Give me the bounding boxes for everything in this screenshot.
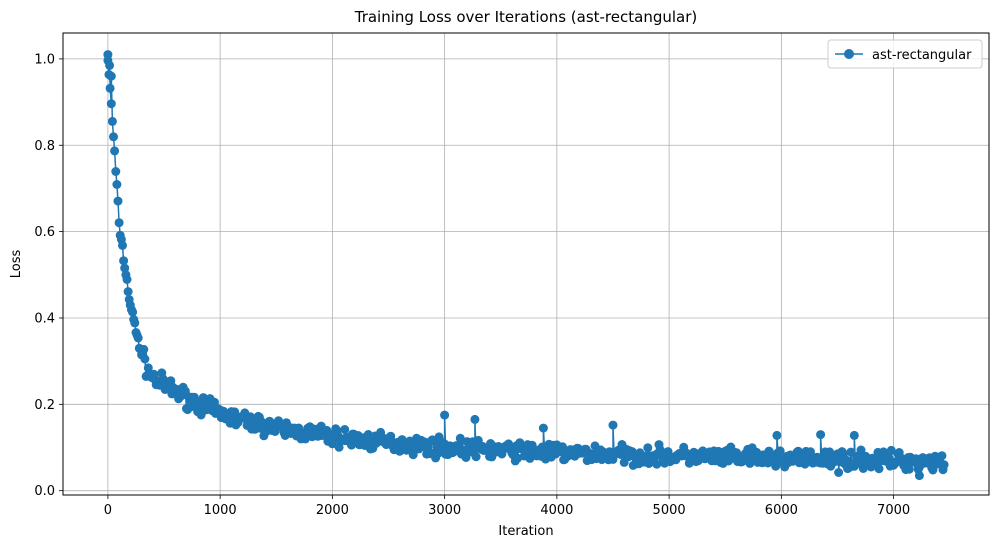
data-point xyxy=(106,99,116,109)
data-point xyxy=(105,60,115,70)
data-point xyxy=(113,196,123,206)
data-point xyxy=(939,460,949,470)
data-point xyxy=(270,427,280,436)
series-layer xyxy=(103,50,949,481)
x-tick-label: 2000 xyxy=(316,503,349,518)
data-point xyxy=(118,240,127,250)
data-point xyxy=(119,256,129,266)
x-tick-label: 0 xyxy=(104,503,112,518)
data-point xyxy=(128,307,138,317)
data-point xyxy=(886,445,896,455)
chart-title: Training Loss over Iterations (ast-recta… xyxy=(354,8,698,26)
y-axis-ticks: 0.0 0.2 0.4 0.6 0.8 1.0 xyxy=(34,52,63,499)
x-tick-label: 3000 xyxy=(428,503,461,518)
x-tick-label: 4000 xyxy=(540,503,573,518)
data-point xyxy=(122,275,132,284)
data-point xyxy=(914,471,924,481)
data-point xyxy=(120,263,130,273)
y-tick-label: 0.8 xyxy=(34,139,55,154)
data-point xyxy=(816,430,826,440)
data-point xyxy=(608,420,618,430)
data-point xyxy=(455,433,465,443)
x-tick-label: 7000 xyxy=(877,503,910,518)
y-tick-label: 0.0 xyxy=(34,484,55,499)
data-point xyxy=(849,430,859,440)
data-point xyxy=(103,50,113,60)
data-point xyxy=(856,445,866,455)
y-tick-label: 0.6 xyxy=(34,225,55,240)
x-axis-label: Iteration xyxy=(498,524,553,539)
data-point xyxy=(140,354,150,364)
data-point xyxy=(109,132,118,142)
data-point xyxy=(806,447,815,457)
data-point xyxy=(114,218,124,228)
grid-lines xyxy=(63,33,989,495)
data-point xyxy=(643,443,653,453)
plot-frame xyxy=(62,32,990,496)
x-tick-label: 1000 xyxy=(204,503,237,518)
data-point xyxy=(846,447,856,457)
data-point xyxy=(111,167,121,176)
y-axis-label: Loss xyxy=(9,250,24,279)
data-point xyxy=(105,83,115,93)
data-point xyxy=(133,333,143,343)
data-point xyxy=(461,453,471,462)
data-point xyxy=(471,452,481,462)
data-point xyxy=(408,450,418,460)
x-tick-label: 5000 xyxy=(653,503,686,518)
data-point xyxy=(112,180,122,189)
y-tick-label: 1.0 xyxy=(34,52,55,67)
data-point xyxy=(775,446,785,456)
data-point xyxy=(139,344,149,354)
data-point xyxy=(130,318,140,328)
data-point xyxy=(772,430,782,440)
y-tick-label: 0.4 xyxy=(34,311,55,326)
data-point xyxy=(106,71,116,81)
legend: ast-rectangular xyxy=(827,39,983,69)
data-point xyxy=(652,459,662,469)
data-point xyxy=(937,451,947,461)
data-point xyxy=(538,423,548,433)
data-point xyxy=(340,425,350,434)
x-tick-label: 6000 xyxy=(765,503,798,518)
legend-entry-label: ast-rectangular xyxy=(872,48,972,63)
data-point xyxy=(834,468,844,477)
x-axis-ticks: 0 1000 2000 3000 4000 5000 6000 7000 xyxy=(104,495,910,518)
data-point xyxy=(800,459,810,469)
y-tick-label: 0.2 xyxy=(34,398,55,413)
data-point xyxy=(440,410,450,420)
data-point xyxy=(904,464,914,474)
data-point xyxy=(123,287,133,297)
legend-box xyxy=(827,39,983,69)
data-point xyxy=(874,464,884,474)
data-point xyxy=(470,414,480,424)
data-point xyxy=(110,146,120,156)
data-point xyxy=(107,116,117,126)
legend-marker xyxy=(844,49,854,59)
